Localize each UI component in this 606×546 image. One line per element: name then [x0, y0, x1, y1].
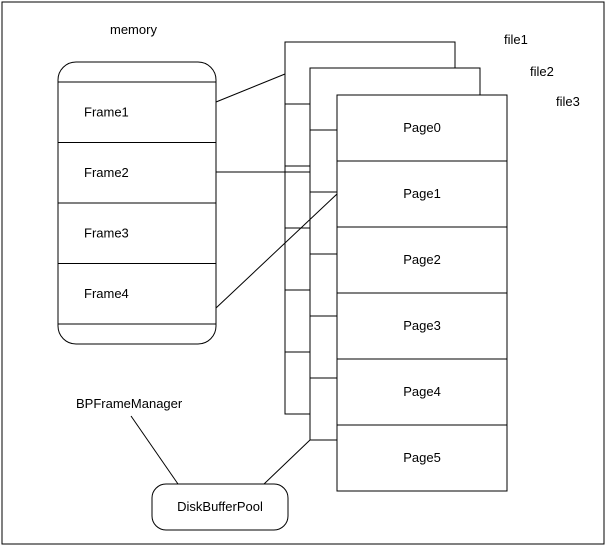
page-label: Page0: [403, 120, 441, 135]
page-label: Page4: [403, 384, 441, 399]
frame-label: Frame3: [84, 225, 129, 240]
page-label: Page3: [403, 318, 441, 333]
memory-group: Frame1 Frame2 Frame3 Frame4: [58, 62, 216, 344]
frame-label: Frame2: [84, 165, 129, 180]
diskbufferpool-label: DiskBufferPool: [177, 499, 263, 514]
frame-label: Frame4: [84, 286, 129, 301]
page-label: Page1: [403, 186, 441, 201]
file3-label: file3: [556, 94, 580, 109]
diagram-canvas: Frame1 Frame2 Frame3 Frame4 Page0 Page1 Page2…: [0, 0, 606, 546]
page-label: Page2: [403, 252, 441, 267]
file3-stack: Page0 Page1 Page2 Page3 Page4 Page5: [337, 95, 507, 491]
file2-label: file2: [530, 64, 554, 79]
page-label: Page5: [403, 450, 441, 465]
file1-label: file1: [504, 32, 528, 47]
frame-label: Frame1: [84, 104, 129, 119]
bpframemanager-label: BPFrameManager: [76, 396, 183, 411]
memory-label: memory: [110, 22, 157, 37]
